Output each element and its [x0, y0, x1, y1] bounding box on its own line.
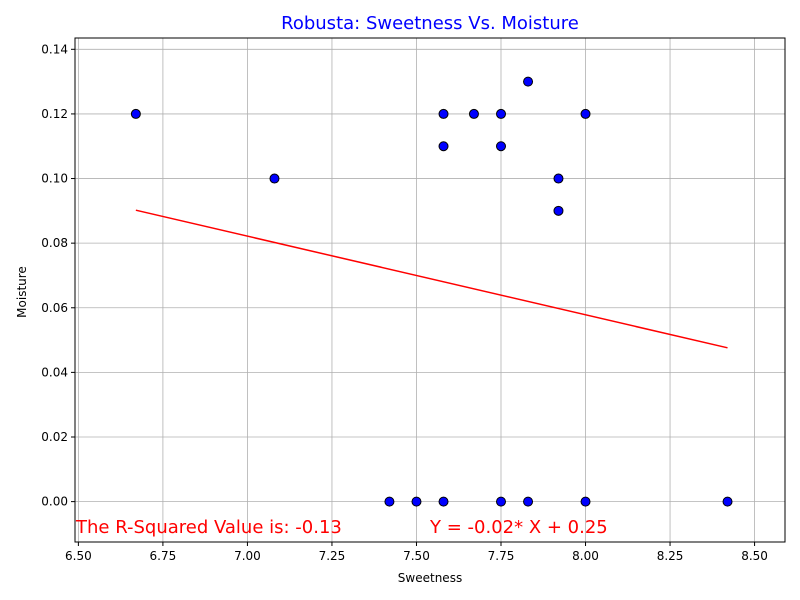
y-tick-label: 0.14	[41, 42, 68, 56]
data-point	[580, 496, 591, 507]
data-point	[553, 173, 564, 184]
x-axis-title: Sweetness	[398, 571, 462, 585]
data-point	[553, 205, 564, 216]
x-tick-label: 6.50	[65, 549, 92, 563]
x-tick-label: 7.75	[488, 549, 515, 563]
data-point	[496, 108, 506, 119]
y-axis-title: Moisture	[15, 266, 29, 318]
y-tick-label: 0.08	[41, 236, 68, 250]
data-point	[269, 173, 280, 184]
y-tick-label: 0.06	[41, 301, 68, 315]
regression-line-group	[135, 209, 728, 349]
data-point	[130, 108, 141, 119]
data-point	[496, 141, 506, 152]
data-point	[438, 496, 449, 507]
data-point	[722, 496, 733, 507]
data-point	[411, 496, 422, 507]
regression-equation-annotation: Y = -0.02* X + 0.25	[429, 517, 608, 538]
x-tick-label: 6.75	[150, 549, 177, 563]
x-tick-label: 7.50	[403, 549, 430, 563]
x-axis-ticks: 6.50 6.75 7.00 7.25 7.50 7.75 8.00 8.25 8.50	[65, 542, 768, 563]
y-axis-ticks: 0.00 0.02 0.04 0.06 0.08 0.10 0.12 0.14	[41, 42, 75, 509]
plot-frame	[74, 37, 786, 543]
y-tick-label: 0.12	[41, 107, 68, 121]
x-tick-label: 8.25	[657, 549, 684, 563]
grid-lines	[75, 38, 785, 542]
regression-line	[135, 209, 728, 349]
data-points	[130, 76, 733, 507]
y-tick-label: 0.00	[41, 495, 68, 509]
x-tick-label: 7.25	[319, 549, 346, 563]
y-tick-label: 0.04	[41, 365, 68, 379]
x-tick-label: 8.50	[741, 549, 768, 563]
data-point	[438, 141, 449, 152]
data-point	[438, 108, 449, 119]
x-tick-label: 8.00	[572, 549, 599, 563]
data-point	[468, 108, 479, 119]
data-point	[523, 496, 534, 507]
data-point	[580, 108, 591, 119]
r-squared-annotation: The R-Squared Value is: -0.13	[75, 517, 342, 538]
data-point	[384, 496, 395, 507]
data-point	[496, 496, 506, 507]
y-tick-label: 0.10	[41, 172, 68, 186]
data-point	[523, 76, 534, 87]
x-tick-label: 7.00	[234, 549, 261, 563]
y-tick-label: 0.02	[41, 430, 68, 444]
chart-title: Robusta: Sweetness Vs. Moisture	[281, 13, 579, 34]
